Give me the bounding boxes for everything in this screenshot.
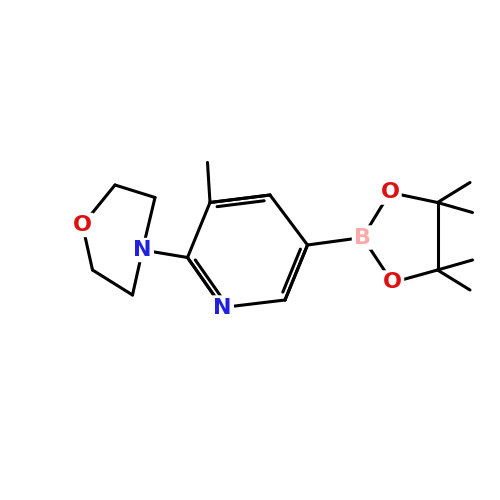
Text: O: O xyxy=(73,215,92,235)
Text: N: N xyxy=(133,240,152,260)
Text: B: B xyxy=(354,228,371,248)
Text: N: N xyxy=(213,298,232,318)
Text: O: O xyxy=(383,272,402,292)
Text: O: O xyxy=(380,182,400,203)
